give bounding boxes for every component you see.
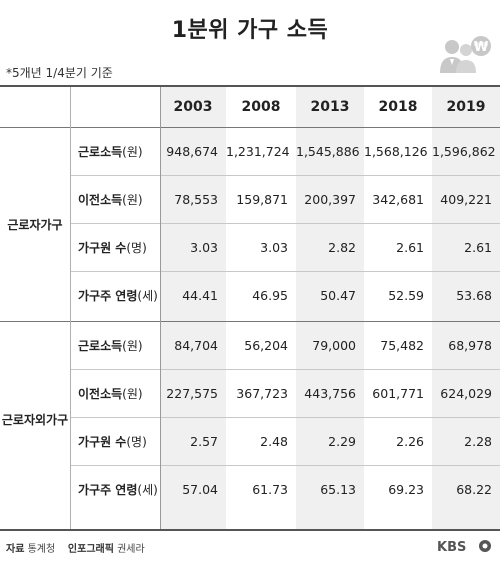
table-cell: 409,221 — [440, 192, 492, 207]
header-year-2008: 2008 — [241, 99, 281, 115]
table-cell: 78,553 — [174, 192, 218, 207]
svg-text:₩: ₩ — [474, 40, 489, 55]
table-cell: 443,756 — [304, 386, 356, 401]
basis-note: *5개년 1/4분기 기준 — [6, 66, 113, 80]
source-value: 통계청 — [27, 544, 56, 555]
page-title: 1분위 가구 소득 — [171, 18, 329, 43]
header-year-2003: 2003 — [173, 99, 213, 115]
table-cell: 227,575 — [166, 386, 218, 401]
table-cell: 50.47 — [320, 288, 356, 303]
table-cell: 69.23 — [388, 482, 424, 497]
table-cell: 65.13 — [320, 482, 356, 497]
table-cell: 1,568,126 — [364, 144, 428, 159]
group-label-non-worker: 근로자외가구 — [1, 413, 69, 427]
row-label: 가구주 연령(세) — [78, 483, 158, 497]
row-label: 가구원 수(명) — [78, 241, 147, 255]
row-label: 근로소득(원) — [78, 145, 143, 159]
table-cell: 3.03 — [190, 240, 218, 255]
table-cell: 53.68 — [456, 288, 492, 303]
graphic-value: 권세라 — [117, 544, 145, 555]
table-cell: 2.57 — [190, 434, 218, 449]
people-money-icon: ₩ — [436, 33, 496, 77]
header-year-2018: 2018 — [378, 99, 418, 115]
table-cell: 1,545,886 — [296, 144, 360, 159]
table-cell: 44.41 — [182, 288, 218, 303]
row-label: 이전소득(원) — [78, 387, 143, 401]
table-cell: 2.61 — [464, 240, 492, 255]
table-cell: 68,978 — [448, 338, 492, 353]
table-cell: 2.28 — [464, 434, 492, 449]
header-year-2013: 2013 — [310, 99, 350, 115]
source-label: 자료 — [6, 544, 25, 555]
table-cell: 948,674 — [166, 144, 218, 159]
table-cell: 56,204 — [244, 338, 288, 353]
table-cell: 2.82 — [328, 240, 356, 255]
table-cell: 68.22 — [456, 482, 492, 497]
table-cell: 3.03 — [260, 240, 288, 255]
table-cell: 2.29 — [328, 434, 356, 449]
row-label: 가구원 수(명) — [78, 435, 147, 449]
table-cell: 159,871 — [236, 192, 288, 207]
header-year-2019: 2019 — [446, 99, 486, 115]
row-label: 이전소득(원) — [78, 193, 143, 207]
credits: 자료 통계청 인포그래픽 권세라 — [6, 540, 145, 555]
table-cell: 200,397 — [304, 192, 356, 207]
table-cell: 601,771 — [372, 386, 424, 401]
table-cell: 79,000 — [312, 338, 356, 353]
kbs-logo-text: KBS — [437, 540, 466, 554]
table-cell: 84,704 — [174, 338, 218, 353]
income-table: 2003 2008 2013 2018 2019 근로자가구 근로자외가구 근로… — [0, 85, 500, 531]
table-cell: 57.04 — [182, 482, 218, 497]
table-cell: 52.59 — [388, 288, 424, 303]
row-label: 가구주 연령(세) — [78, 289, 158, 303]
table-cell: 2.61 — [396, 240, 424, 255]
graphic-label: 인포그래픽 — [67, 544, 114, 555]
table-cell: 2.48 — [260, 434, 288, 449]
table-cell: 1,231,724 — [226, 144, 290, 159]
table-cell: 342,681 — [372, 192, 424, 207]
table-cell: 75,482 — [380, 338, 424, 353]
table-cell: 61.73 — [252, 482, 288, 497]
table-cell: 46.95 — [252, 288, 288, 303]
group-label-worker: 근로자가구 — [7, 218, 63, 232]
table-cell: 1,596,862 — [432, 144, 496, 159]
kbs-logo: KBS — [437, 538, 497, 555]
table-cell: 2.26 — [396, 434, 424, 449]
table-cell: 367,723 — [236, 386, 288, 401]
table-cell: 624,029 — [440, 386, 492, 401]
row-label: 근로소득(원) — [78, 339, 143, 353]
